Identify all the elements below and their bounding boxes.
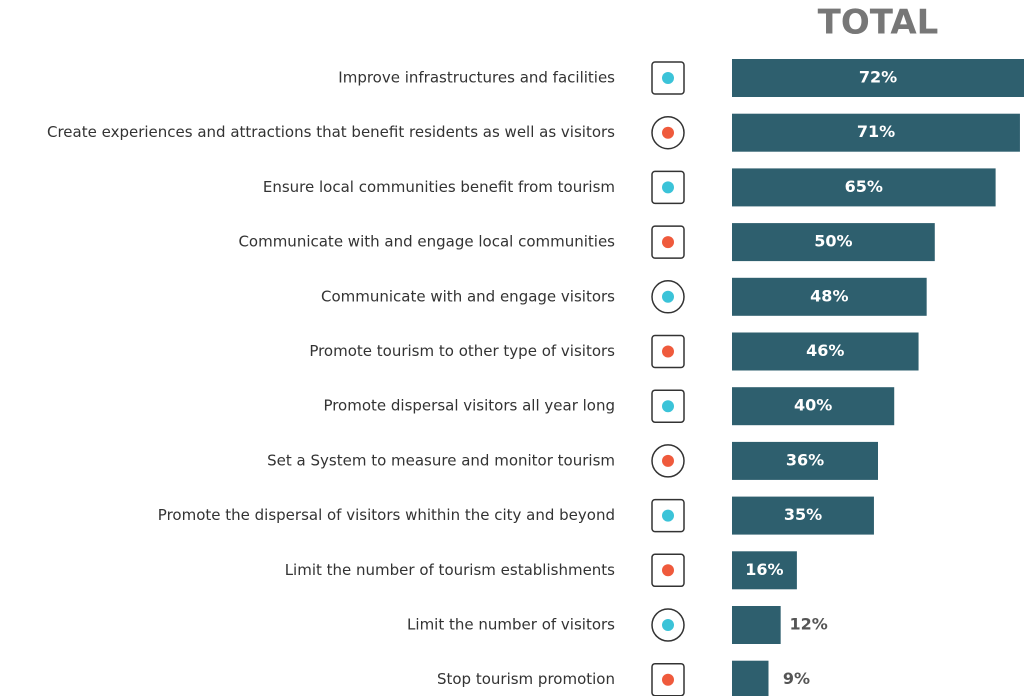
icon bbox=[651, 553, 685, 588]
icon-shape bbox=[662, 345, 674, 358]
value-label: 65% bbox=[845, 177, 883, 196]
icon bbox=[651, 115, 685, 150]
category-label: Create experiences and attractions that … bbox=[47, 123, 615, 141]
icon-shape bbox=[662, 454, 674, 467]
category-label: Limit the number of visitors bbox=[407, 616, 615, 634]
icon bbox=[651, 334, 685, 369]
bar bbox=[732, 660, 769, 696]
icon-shape bbox=[662, 564, 674, 577]
icon-shape bbox=[651, 225, 685, 259]
category-label: Promote dispersal visitors all year long bbox=[323, 397, 615, 415]
icon-shape bbox=[662, 400, 674, 413]
icon bbox=[651, 61, 685, 95]
icon bbox=[651, 280, 685, 314]
icon bbox=[651, 170, 685, 205]
icon-shape bbox=[651, 170, 685, 205]
value-label: 16% bbox=[745, 560, 783, 579]
value-label: 50% bbox=[814, 232, 852, 251]
bar bbox=[732, 551, 797, 590]
icon bbox=[651, 662, 685, 696]
category-label: Improve infrastructures and facilities bbox=[338, 69, 615, 87]
category-label: Promote tourism to other type of visitor… bbox=[309, 342, 615, 360]
icon-shape bbox=[651, 389, 685, 423]
icon-shape bbox=[651, 115, 685, 150]
category-label: Stop tourism promotion bbox=[437, 670, 615, 688]
chart-title: TOTAL bbox=[818, 3, 939, 43]
bar bbox=[732, 59, 1024, 97]
bar bbox=[732, 168, 996, 207]
icon-shape bbox=[662, 619, 674, 631]
category-label: Communicate with and engage local commun… bbox=[238, 233, 615, 251]
bar bbox=[732, 606, 781, 644]
value-label: 35% bbox=[784, 505, 822, 524]
bar bbox=[732, 223, 935, 262]
category-label: Promote the dispersal of visitors whithi… bbox=[158, 506, 615, 524]
icon-shape bbox=[662, 236, 674, 249]
icon bbox=[651, 225, 685, 259]
icon-shape bbox=[662, 181, 674, 194]
category-label: Set a System to measure and monitor tour… bbox=[267, 451, 615, 469]
icon-shape bbox=[651, 608, 685, 642]
value-label: 48% bbox=[810, 286, 848, 305]
icon-shape bbox=[662, 673, 674, 686]
bar bbox=[732, 496, 874, 535]
icon-shape bbox=[662, 72, 674, 84]
icon-shape bbox=[651, 498, 685, 533]
value-label: 46% bbox=[806, 341, 844, 360]
value-label: 12% bbox=[790, 615, 828, 634]
value-label: 9% bbox=[783, 669, 810, 688]
icon-shape bbox=[651, 280, 685, 314]
icon-shape bbox=[662, 126, 674, 139]
bar bbox=[732, 113, 1020, 152]
value-label: 36% bbox=[786, 450, 824, 469]
bar bbox=[732, 387, 895, 426]
icon bbox=[651, 608, 685, 642]
value-label: 40% bbox=[794, 396, 832, 415]
category-label: Communicate with and engage visitors bbox=[321, 287, 615, 305]
icon-shape bbox=[651, 61, 685, 95]
bar bbox=[732, 332, 919, 371]
icon bbox=[651, 444, 685, 478]
bar bbox=[732, 441, 878, 480]
value-label: 72% bbox=[859, 68, 897, 87]
icon bbox=[651, 389, 685, 423]
category-label: Ensure local communities benefit from to… bbox=[263, 178, 615, 196]
icon-shape bbox=[662, 290, 674, 303]
icon-shape bbox=[662, 509, 674, 522]
icon-shape bbox=[651, 334, 685, 369]
icon-shape bbox=[651, 444, 685, 478]
icon-shape bbox=[651, 553, 685, 588]
bar bbox=[732, 277, 927, 316]
icon bbox=[651, 498, 685, 533]
category-label: Limit the number of tourism establishmen… bbox=[285, 561, 615, 579]
value-label: 71% bbox=[857, 122, 895, 141]
